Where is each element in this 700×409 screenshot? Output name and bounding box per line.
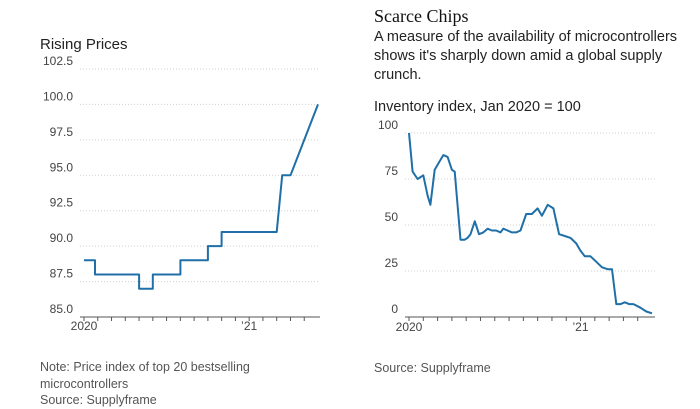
left-y-tick-label: 90.0	[50, 231, 74, 245]
left-x-tick-label: 2020	[71, 319, 98, 333]
left-y-tick-label: 95.0	[50, 160, 74, 174]
right-y-tick-label: 100	[378, 118, 398, 132]
right-x-tick-label: 2020	[396, 320, 423, 334]
left-x-tick-label: ’21	[241, 319, 257, 333]
left-y-tick-label: 100.0	[43, 89, 73, 103]
left-chart-source: Source: Supplyframe	[40, 393, 157, 407]
right-chart-subtitle: Inventory index, Jan 2020 = 100	[374, 99, 581, 115]
left-series-line	[84, 104, 319, 290]
right-chart-source: Source: Supplyframe	[374, 361, 491, 375]
left-y-tick-label: 92.5	[50, 196, 74, 210]
right-chart-headline: Scarce Chips	[374, 6, 469, 26]
right-series-line	[408, 132, 653, 315]
right-y-tick-label: 0	[391, 302, 398, 316]
right-y-tick-label: 75	[385, 164, 399, 178]
right-y-tick-label: 50	[385, 210, 399, 224]
left-y-tick-label: 97.5	[50, 125, 74, 139]
right-y-tick-label: 25	[385, 256, 399, 270]
left-chart-title: Rising Prices	[40, 36, 128, 53]
left-chart-note: Note: Price index of top 20 bestselling …	[40, 360, 250, 391]
left-y-tick-label: 85.0	[50, 302, 74, 316]
right-x-tick-label: ’21	[573, 320, 589, 334]
left-y-tick-label: 102.5	[43, 54, 73, 68]
left-y-tick-label: 87.5	[50, 267, 74, 281]
right-chart-description: A measure of the availability of microco…	[374, 29, 678, 83]
